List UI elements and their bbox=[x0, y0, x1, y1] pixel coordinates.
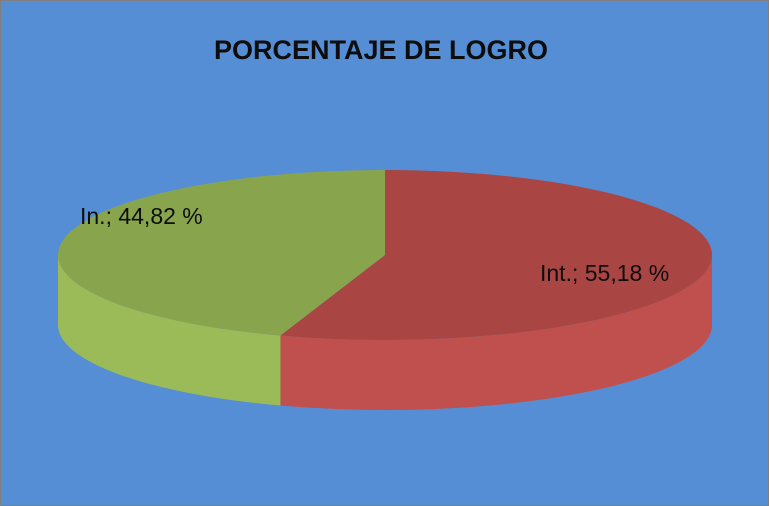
pie-slice-side bbox=[280, 255, 712, 410]
data-label: Int.; 55,18 % bbox=[540, 260, 669, 286]
pie-slice-side bbox=[58, 255, 281, 406]
chart-title: PORCENTAJE DE LOGRO bbox=[214, 35, 548, 65]
pie-slice bbox=[57, 170, 385, 336]
data-label: In.; 44,82 % bbox=[80, 203, 203, 229]
pie-slice bbox=[280, 170, 712, 340]
